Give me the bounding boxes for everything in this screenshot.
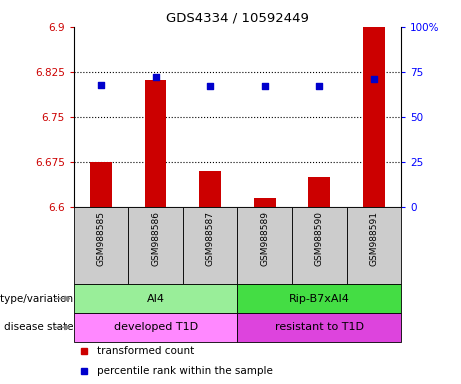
Bar xyxy=(145,80,166,207)
Text: genotype/variation: genotype/variation xyxy=(0,293,74,304)
Point xyxy=(97,81,105,88)
Bar xyxy=(237,313,401,342)
Point xyxy=(370,76,378,82)
Text: GSM988591: GSM988591 xyxy=(369,211,378,266)
Text: GSM988589: GSM988589 xyxy=(260,211,269,266)
Text: GSM988587: GSM988587 xyxy=(206,211,215,266)
Bar xyxy=(199,171,221,207)
Point xyxy=(207,83,214,89)
Bar xyxy=(347,207,401,284)
Bar xyxy=(90,162,112,207)
Bar xyxy=(74,313,237,342)
Text: disease state: disease state xyxy=(4,322,74,333)
Point xyxy=(315,83,323,89)
Point xyxy=(261,83,268,89)
Bar xyxy=(237,284,401,313)
Bar xyxy=(237,207,292,284)
Bar xyxy=(363,27,384,207)
Bar xyxy=(74,284,237,313)
Text: resistant to T1D: resistant to T1D xyxy=(275,322,364,333)
Text: Rip-B7xAI4: Rip-B7xAI4 xyxy=(289,293,350,304)
Text: GSM988585: GSM988585 xyxy=(96,211,106,266)
Bar xyxy=(74,207,128,284)
Text: developed T1D: developed T1D xyxy=(113,322,198,333)
Bar xyxy=(128,207,183,284)
Bar xyxy=(183,207,237,284)
Title: GDS4334 / 10592449: GDS4334 / 10592449 xyxy=(166,11,309,24)
Bar xyxy=(308,177,330,207)
Text: AI4: AI4 xyxy=(147,293,165,304)
Text: transformed count: transformed count xyxy=(97,346,194,356)
Bar xyxy=(292,207,347,284)
Text: GSM988590: GSM988590 xyxy=(315,211,324,266)
Bar xyxy=(254,198,276,207)
Point xyxy=(152,74,159,81)
Text: GSM988586: GSM988586 xyxy=(151,211,160,266)
Text: percentile rank within the sample: percentile rank within the sample xyxy=(97,366,272,376)
